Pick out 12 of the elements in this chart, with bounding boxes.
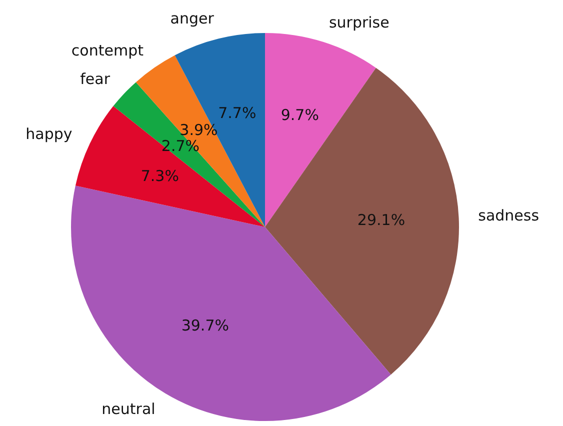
slice-label: anger	[170, 10, 215, 28]
slice-label: sadness	[478, 206, 540, 225]
data-label: 7.3%	[140, 166, 179, 185]
slice-label: surprise	[328, 13, 390, 32]
data-label: 7.7%	[218, 104, 256, 122]
slice-label: happy	[26, 125, 72, 144]
data-label: 39.7%	[181, 316, 229, 335]
data-label: 9.7%	[280, 106, 319, 124]
data-label: 29.1%	[357, 211, 406, 230]
slice-label: neutral	[102, 400, 156, 418]
slice-label: fear	[80, 70, 111, 88]
slice-label: contempt	[71, 41, 144, 60]
